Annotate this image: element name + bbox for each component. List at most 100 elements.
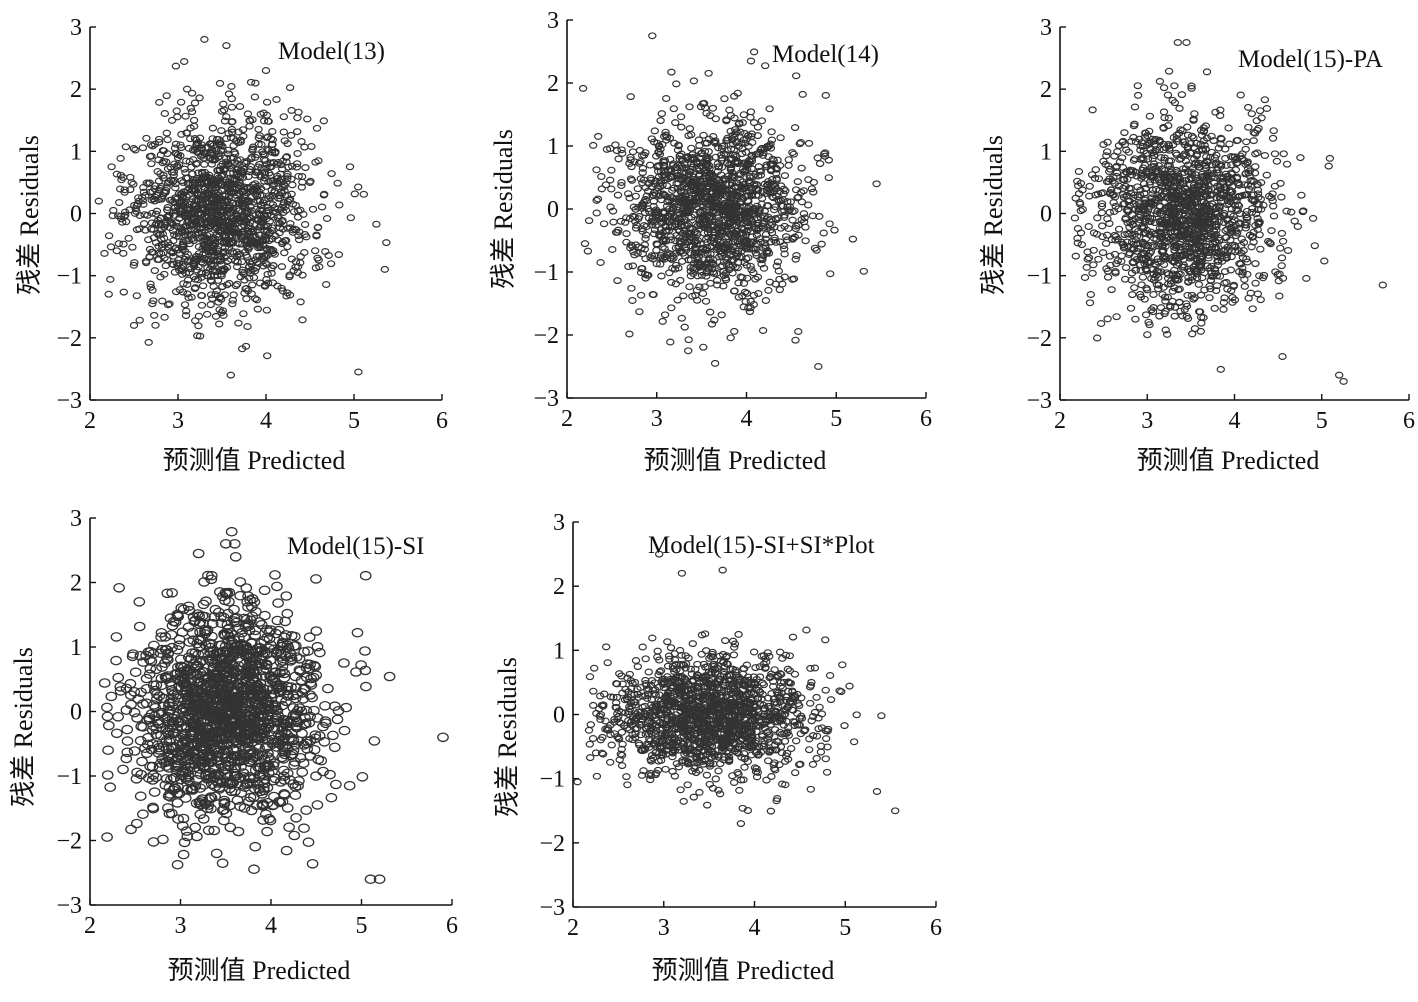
- data-point: [1096, 320, 1106, 327]
- data-point: [734, 293, 744, 301]
- data-point: [148, 142, 157, 150]
- data-point: [754, 207, 763, 215]
- data-point: [1173, 39, 1183, 46]
- y-tick-label: 3: [1040, 15, 1052, 41]
- data-point: [182, 193, 191, 201]
- data-point: [189, 261, 198, 269]
- data-point: [188, 179, 197, 187]
- x-axis-label: 预测值 Predicted: [1137, 446, 1320, 475]
- data-point: [231, 210, 241, 218]
- data-point: [233, 258, 242, 266]
- data-point: [669, 105, 679, 113]
- data-point: [172, 163, 181, 171]
- data-point: [307, 143, 316, 150]
- data-point: [186, 135, 195, 143]
- data-point: [1074, 168, 1084, 175]
- data-point: [796, 139, 806, 146]
- data-point: [764, 178, 773, 185]
- data-point: [1270, 150, 1280, 158]
- data-point: [708, 104, 718, 112]
- data-point: [234, 319, 243, 327]
- data-point: [224, 90, 234, 98]
- data-point: [712, 240, 721, 248]
- data-point: [635, 159, 644, 167]
- data-point: [607, 185, 616, 193]
- data-point: [1103, 273, 1113, 281]
- data-point: [633, 249, 642, 257]
- data-point: [139, 200, 148, 208]
- data-point: [1268, 134, 1278, 142]
- data-point: [607, 166, 616, 174]
- data-point: [232, 280, 242, 288]
- data-point: [247, 187, 257, 194]
- data-point: [794, 231, 803, 239]
- data-point: [1084, 223, 1093, 230]
- data-point: [1085, 299, 1095, 307]
- data-point: [186, 104, 195, 112]
- data-point: [214, 193, 223, 201]
- data-point: [1262, 105, 1272, 112]
- data-point: [184, 237, 193, 245]
- data-point: [195, 253, 205, 261]
- data-point: [1210, 304, 1219, 312]
- data-point: [156, 170, 165, 178]
- data-point: [764, 286, 773, 294]
- data-point: [162, 129, 171, 137]
- data-point: [589, 141, 598, 149]
- data-point: [755, 206, 765, 214]
- data-point: [826, 270, 835, 278]
- data-point: [199, 193, 208, 200]
- data-point: [1277, 229, 1287, 237]
- data-point: [793, 194, 802, 202]
- data-point: [872, 180, 881, 188]
- data-point: [208, 156, 217, 164]
- data-point: [156, 214, 165, 222]
- data-point: [184, 144, 194, 152]
- data-point: [773, 196, 783, 203]
- data-point: [249, 198, 258, 206]
- data-point: [200, 241, 209, 249]
- data-point: [187, 293, 196, 301]
- data-point: [283, 243, 292, 251]
- data-point: [1126, 304, 1136, 312]
- data-point: [216, 295, 226, 303]
- data-point: [326, 260, 336, 268]
- data-point: [1279, 150, 1288, 158]
- data-point: [1088, 106, 1097, 114]
- data-point: [172, 107, 181, 115]
- data-point: [1112, 169, 1122, 177]
- data-point: [260, 281, 270, 289]
- data-point: [673, 296, 682, 304]
- x-tick-label: 5: [830, 406, 842, 432]
- panel-title: Model(14): [772, 41, 879, 68]
- y-tick-label: −2: [56, 326, 82, 352]
- data-point: [217, 309, 226, 317]
- data-point: [293, 114, 302, 122]
- data-point: [671, 119, 680, 127]
- data-point: [296, 259, 305, 267]
- data-point: [784, 156, 794, 164]
- data-point: [267, 186, 276, 194]
- data-point: [756, 146, 765, 154]
- data-point: [267, 245, 276, 253]
- data-point: [225, 169, 235, 177]
- data-point: [762, 248, 771, 256]
- data-point: [372, 220, 381, 228]
- data-point: [711, 137, 720, 145]
- data-point: [628, 148, 638, 156]
- y-axis-label: 残差 Residuals: [15, 135, 44, 295]
- data-point: [702, 272, 711, 280]
- data-point: [720, 211, 729, 219]
- data-point: [767, 160, 777, 168]
- data-point: [182, 281, 192, 288]
- data-point: [743, 223, 753, 231]
- data-point: [672, 80, 681, 88]
- data-point: [783, 236, 792, 244]
- data-point: [710, 221, 719, 229]
- data-point: [165, 224, 175, 232]
- data-point: [732, 128, 741, 136]
- data-point: [697, 271, 707, 279]
- data-point: [1141, 311, 1151, 319]
- data-point: [631, 241, 641, 249]
- data-point: [699, 343, 708, 351]
